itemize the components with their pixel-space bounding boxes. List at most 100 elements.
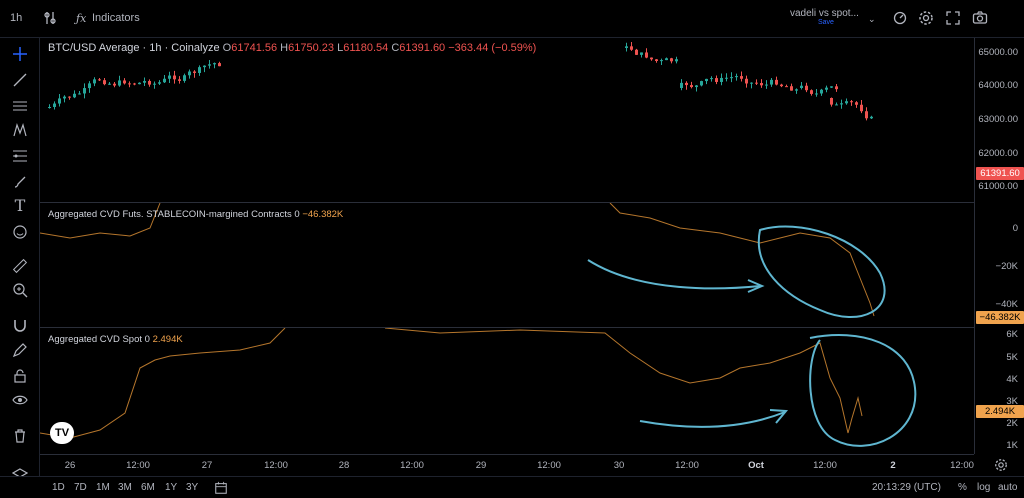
candle [780, 84, 783, 87]
layout-menu[interactable]: vadeli vs spot... Save [790, 8, 880, 26]
range-3m[interactable]: 3M [118, 482, 132, 493]
price-axis-label: 64000.00 [978, 80, 1018, 91]
candle [138, 82, 141, 85]
price-axis-label: 63000.00 [978, 114, 1018, 125]
pane-separator-1[interactable] [40, 202, 1024, 203]
time-axis-label: 27 [201, 460, 213, 471]
cvd-spot-value: 2.494K [152, 334, 183, 345]
ruler-icon[interactable] [12, 258, 28, 274]
alert-icon[interactable] [892, 10, 908, 26]
text-tool-icon[interactable]: T [14, 196, 26, 215]
candle [755, 82, 758, 84]
candle [680, 82, 683, 88]
candle [835, 86, 838, 90]
candle [855, 102, 858, 105]
cvd-spot-axis-label: 3K [1006, 396, 1018, 407]
lock-icon[interactable] [12, 368, 28, 384]
candle [625, 46, 628, 48]
candle [740, 76, 743, 79]
candle [720, 77, 723, 82]
candle [835, 104, 838, 106]
candle [865, 111, 868, 119]
candle [123, 80, 126, 84]
chevron-down-icon[interactable]: ⌄ [868, 14, 876, 24]
gear-icon[interactable] [918, 10, 934, 26]
price-axis[interactable]: 65000.00 64000.00 63000.00 62000.00 6100… [974, 38, 1024, 454]
camera-icon[interactable] [972, 10, 988, 26]
range-3y[interactable]: 3Y [186, 482, 199, 493]
candle [800, 85, 803, 88]
range-1m[interactable]: 1M [96, 482, 110, 493]
candle [695, 85, 698, 88]
price-axis-label: 65000.00 [978, 47, 1018, 58]
time-axis-label: 2 [890, 460, 896, 471]
candle [133, 83, 136, 85]
range-1y[interactable]: 1Y [165, 482, 178, 493]
pane-separator-2[interactable] [40, 327, 1024, 328]
trash-icon[interactable] [12, 428, 28, 444]
fib-icon[interactable] [12, 148, 28, 164]
candle [53, 103, 56, 108]
percent-toggle[interactable]: % [958, 482, 967, 493]
candle [153, 83, 156, 85]
pattern-icon[interactable] [12, 122, 28, 138]
annotation-arrow [639, 411, 786, 428]
brush-icon[interactable] [12, 174, 28, 190]
candle [103, 80, 106, 85]
candle [850, 101, 853, 103]
indicators-icon[interactable]: ƒx [76, 12, 87, 25]
time-axis-label: 12:00 [400, 460, 424, 471]
cvd-spot-line [384, 327, 863, 434]
candle [193, 71, 196, 73]
trend-line-icon[interactable] [12, 72, 28, 88]
time-axis[interactable]: 26 12:00 27 12:00 28 12:00 29 12:00 30 12:00 Oct 12… [40, 454, 974, 476]
layout-name: vadeli vs spot... [790, 8, 859, 19]
range-7d[interactable]: 7D [74, 482, 87, 493]
drawing-toolbar: T [0, 38, 40, 482]
emoji-icon[interactable] [12, 224, 28, 240]
candle [790, 86, 793, 91]
cvd-spot-axis-label: 4K [1006, 374, 1018, 385]
range-6m[interactable]: 6M [141, 482, 155, 493]
log-toggle[interactable]: log [977, 482, 991, 493]
auto-toggle[interactable]: auto [998, 482, 1018, 493]
symbol-label[interactable]: BTC/USD Average · 1h · Coinalyze [48, 42, 220, 54]
cvd-spot-title[interactable]: Aggregated CVD Spot 0 [48, 334, 150, 345]
candle [655, 59, 658, 62]
clock-timezone[interactable]: 20:13:29 (UTC) [872, 482, 941, 493]
tradingview-logo[interactable]: TV [50, 422, 74, 444]
fullscreen-icon[interactable] [945, 10, 961, 26]
candle [785, 86, 788, 88]
interval-button[interactable]: 1h [10, 12, 23, 24]
cvd-futures-axis-label: −40K [995, 299, 1018, 310]
candle [715, 78, 718, 82]
calendar-icon[interactable] [214, 481, 228, 495]
candle [183, 75, 186, 81]
chart-canvas[interactable] [40, 38, 974, 454]
axis-settings-icon[interactable] [994, 458, 1008, 472]
magnet-icon[interactable] [12, 318, 28, 334]
candle [710, 78, 713, 80]
candle [208, 64, 211, 66]
eye-icon[interactable] [12, 392, 28, 408]
candle [830, 86, 833, 88]
zoom-in-icon[interactable] [12, 282, 28, 298]
layout-save-status[interactable]: Save [818, 19, 834, 26]
horizontal-lines-icon[interactable] [12, 98, 28, 114]
cvd-futures-axis-label: −20K [995, 261, 1018, 272]
cvd-futures-line [40, 202, 161, 239]
candle [805, 85, 808, 91]
time-axis-label: 12:00 [675, 460, 699, 471]
candle [730, 77, 733, 79]
range-1d[interactable]: 1D [52, 482, 65, 493]
time-axis-label: 12:00 [813, 460, 837, 471]
crosshair-icon[interactable] [12, 46, 28, 62]
cvd-spot-axis-label: 5K [1006, 352, 1018, 363]
pencil-lock-icon[interactable] [12, 342, 28, 358]
compare-icon[interactable] [42, 10, 58, 26]
candle [93, 79, 96, 84]
time-axis-label: 30 [613, 460, 625, 471]
candle [660, 60, 663, 62]
indicators-button[interactable]: Indicators [92, 12, 140, 24]
cvd-futures-title[interactable]: Aggregated CVD Futs. STABLECOIN-margined… [48, 209, 300, 220]
